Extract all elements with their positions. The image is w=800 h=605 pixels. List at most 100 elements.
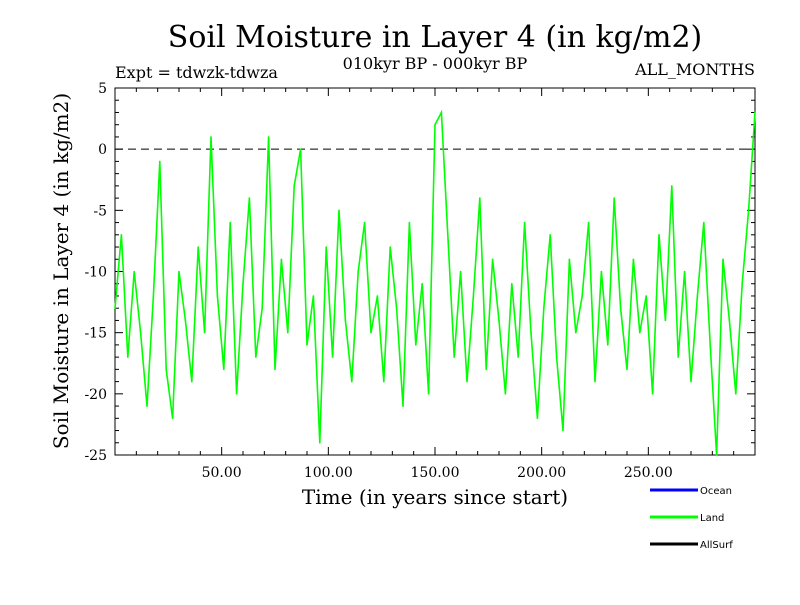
data-point (619, 307, 622, 310)
data-point (453, 356, 456, 358)
data-point (363, 221, 366, 224)
legend-label-allsurf: AllSurf (700, 540, 733, 551)
data-point (587, 221, 590, 224)
series-line-land (114, 109, 756, 456)
data-point (267, 136, 270, 138)
y-axis: 5 0 -5 -10 -15 -20 -25 (84, 81, 107, 464)
data-point (248, 197, 251, 199)
data-point (645, 295, 647, 297)
y-tick-label: 5 (98, 81, 107, 97)
data-point (357, 270, 360, 273)
data-point (735, 393, 737, 395)
data-point (114, 307, 116, 310)
data-point (594, 380, 596, 383)
x-tick-label: 250.00 (624, 465, 673, 481)
data-point (235, 393, 238, 395)
data-point (511, 282, 513, 285)
data-point (299, 148, 302, 150)
data-point (184, 319, 187, 322)
data-point (575, 331, 577, 334)
data-point (127, 356, 129, 358)
data-point (677, 356, 679, 358)
data-point (472, 295, 475, 297)
data-point (165, 368, 167, 371)
data-point (485, 368, 488, 371)
data-point (427, 393, 430, 395)
chart-title: Soil Moisture in Layer 4 (in kg/m2) (168, 20, 702, 55)
data-point (639, 331, 641, 334)
data-point (402, 405, 404, 407)
data-point (568, 258, 571, 261)
data-point (421, 282, 424, 285)
data-point (459, 270, 462, 273)
experiment-label: Expt = tdwzk-tdwza (115, 63, 278, 82)
data-point (133, 270, 135, 273)
data-point (306, 344, 308, 346)
x-tick-label: 100.00 (304, 465, 353, 481)
x-axis: 50.00 100.00 150.00 200.00 250.00 (202, 465, 673, 481)
data-point (530, 331, 532, 334)
data-point (280, 258, 283, 261)
data-point (191, 380, 193, 383)
data-point (498, 319, 500, 322)
data-point (690, 380, 692, 383)
data-point (703, 221, 705, 224)
plot-area (114, 87, 756, 456)
data-point (447, 234, 449, 236)
data-point (242, 282, 244, 285)
data-point (415, 344, 417, 346)
data-point (696, 295, 699, 297)
data-point (223, 368, 225, 371)
data-point (632, 258, 635, 261)
data-point (715, 454, 718, 456)
data-point (197, 246, 199, 248)
data-point (261, 307, 264, 310)
data-point (325, 246, 328, 248)
data-point (395, 307, 398, 310)
data-point (600, 270, 603, 273)
data-point (479, 197, 481, 199)
data-point (376, 295, 379, 297)
data-point (722, 258, 724, 261)
data-point (747, 209, 750, 212)
y-tick-label: -20 (84, 387, 107, 403)
x-tick-label: 150.00 (411, 465, 460, 481)
data-point (536, 417, 539, 420)
y-axis-label: Soil Moisture in Layer 4 (in kg/m2) (49, 93, 73, 449)
data-point (351, 380, 353, 383)
data-point (504, 393, 507, 395)
legend-label-land: Land (700, 513, 724, 524)
data-point (319, 441, 321, 444)
data-point (651, 393, 654, 395)
data-point (159, 160, 161, 163)
data-point (312, 295, 315, 297)
y-tick-label: -5 (93, 203, 107, 219)
data-point (287, 331, 289, 334)
x-tick-label: 50.00 (202, 465, 242, 481)
data-point (408, 221, 411, 224)
x-tick-label: 200.00 (517, 465, 566, 481)
data-point (664, 319, 667, 322)
data-point (216, 295, 219, 297)
data-point (491, 258, 494, 261)
data-point (754, 111, 756, 114)
data-point (658, 234, 660, 236)
data-point (139, 331, 142, 334)
data-point (671, 185, 673, 187)
data-point (210, 136, 212, 138)
period-label: 010kyr BP - 000kyr BP (343, 54, 528, 73)
data-point (293, 185, 296, 187)
legend: Ocean Land AllSurf (650, 486, 733, 551)
data-point (728, 319, 731, 322)
data-point (581, 295, 583, 297)
data-point (683, 270, 686, 273)
data-point (344, 319, 347, 322)
y-tick-label: -25 (84, 448, 107, 464)
data-point (120, 234, 123, 236)
legend-label-ocean: Ocean (700, 486, 732, 497)
data-point (434, 123, 436, 126)
data-point (440, 111, 443, 114)
data-point (389, 246, 392, 248)
data-point (741, 282, 743, 285)
data-point (607, 344, 609, 346)
